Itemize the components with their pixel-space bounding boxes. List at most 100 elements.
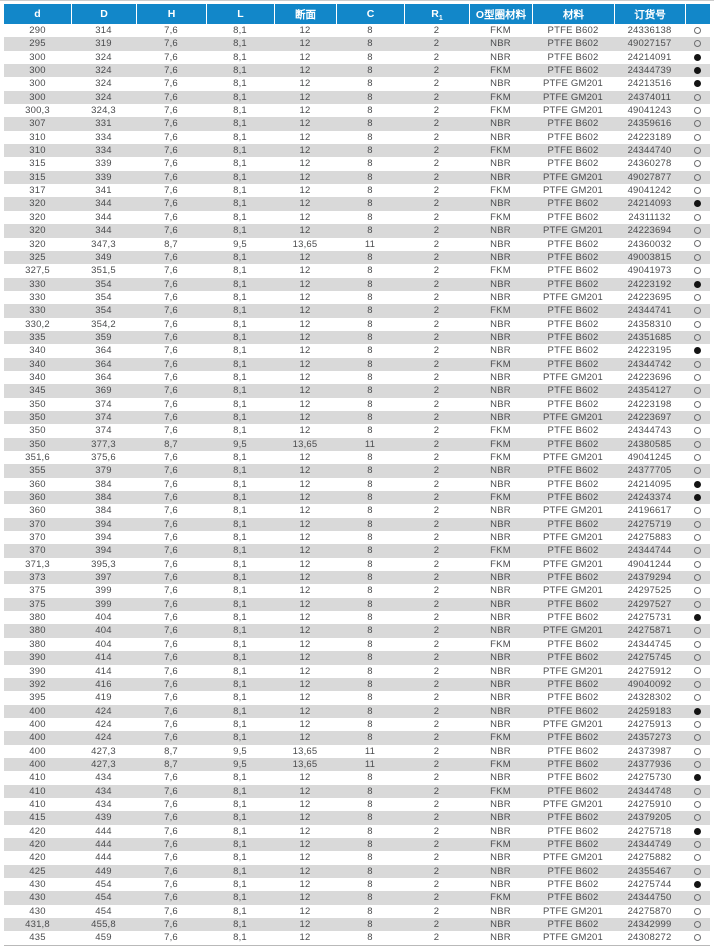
table-row: 340 364 7,6 8,1 12 8 2 FKM PTFE B602 24344742 [4,357,710,371]
cell-D: 351,5 [91,265,116,277]
cell-H: 7,6 [164,198,178,210]
table-row: 410 434 7,6 8,1 12 8 2 NBR PTFE B602 24275730 [4,771,710,785]
cell-availability [685,611,710,624]
table-row: 435 459 7,6 8,1 12 8 2 NBR PTFE GM201 24308272 [4,931,710,945]
cell-C: 8 [367,411,373,423]
cell-d: 310 [29,131,46,143]
table-row: 420 444 7,6 8,1 12 8 2 NBR PTFE GM201 24275882 [4,851,710,865]
cell-D: 324 [95,65,112,77]
filled-circle-icon [694,614,701,622]
cell-section: 12 [299,478,311,490]
table-row: 400 424 7,6 8,1 12 8 2 NBR PTFE B602 24259183 [4,704,710,718]
table-row: 350 374 7,6 8,1 12 8 2 FKM PTFE B602 24344743 [4,424,710,438]
cell-C: 8 [367,798,373,810]
cell-section: 12 [299,358,311,370]
cell-D: 324 [95,51,112,63]
cell-material: PTFE B602 [547,692,599,704]
cell-L: 8,1 [233,905,247,917]
cell-d: 340 [29,358,46,370]
cell-R1: 2 [433,131,440,143]
cell-order-no: 24275871 [627,625,672,637]
cell-L: 8,1 [233,692,247,704]
cell-availability [685,358,710,371]
cell-C: 8 [367,692,373,704]
cell-D: 364 [95,358,112,370]
cell-d: 310 [29,145,46,157]
filled-circle-icon [694,347,701,355]
table-row: 400 424 7,6 8,1 12 8 2 NBR PTFE GM201 24275913 [4,717,710,732]
cell-C: 8 [367,345,373,357]
cell-H: 7,6 [164,585,178,597]
cell-D: 444 [95,838,112,850]
cell-H: 7,6 [164,278,178,290]
hollow-circle-icon [694,40,701,48]
cell-material: PTFE B602 [547,25,599,36]
hollow-circle-icon [694,387,701,395]
cell-section: 12 [299,465,311,477]
cell-C: 8 [367,932,373,944]
cell-D: 374 [95,398,112,410]
cell-oring-material: NBR [490,812,511,824]
cell-L: 8,1 [233,678,247,690]
cell-H: 7,6 [164,905,178,917]
filled-circle-icon [694,200,701,208]
cell-H: 7,6 [164,692,178,704]
cell-L: 8,1 [233,91,247,103]
cell-oring-material: NBR [490,745,511,757]
cell-H: 7,6 [164,772,178,784]
cell-section: 12 [299,385,311,397]
cell-material: PTFE B602 [547,438,599,450]
cell-d: 420 [29,838,46,850]
cell-oring-material: NBR [490,331,511,343]
cell-D: 349 [95,251,112,263]
cell-section: 12 [299,291,311,303]
table-row: 380 404 7,6 8,1 12 8 2 NBR PTFE GM201 24275871 [4,624,710,638]
cell-d: 340 [29,371,46,383]
filled-circle-icon [694,774,701,782]
cell-R1: 2 [433,732,440,744]
cell-section: 12 [299,572,311,584]
cell-H: 7,6 [164,545,178,557]
cell-D: 434 [95,798,112,810]
cell-availability [685,344,710,357]
hollow-circle-icon [694,680,701,688]
hollow-circle-icon [694,547,701,555]
cell-d: 320 [29,238,46,250]
cell-D: 331 [95,118,112,130]
cell-section: 12 [299,211,311,223]
cell-material: PTFE GM201 [542,171,604,183]
cell-section: 12 [299,545,311,557]
cell-L: 8,1 [233,345,247,357]
cell-d: 300 [29,78,46,90]
cell-H: 7,6 [164,65,178,77]
cell-material: PTFE B602 [547,879,599,890]
cell-L: 8,1 [233,51,247,63]
cell-R1: 2 [433,879,440,890]
cell-D: 341 [95,185,112,197]
cell-d: 335 [29,331,46,343]
cell-section: 12 [299,625,311,637]
cell-section: 12 [299,158,311,170]
cell-section: 12 [299,171,311,183]
cell-D: 374 [95,425,112,437]
cell-oring-material: FKM [490,265,511,277]
cell-L: 8,1 [233,532,247,544]
cell-C: 8 [367,598,373,610]
cell-material: PTFE GM201 [542,558,604,570]
cell-oring-material: FKM [490,638,511,650]
cell-material: PTFE GM201 [542,185,604,197]
cell-C: 11 [364,238,376,250]
cell-H: 7,6 [164,572,178,584]
cell-section: 12 [299,78,311,90]
cell-L: 8,1 [233,265,247,277]
cell-H: 7,6 [164,358,178,370]
cell-L: 8,1 [233,291,247,303]
cell-availability [685,438,710,451]
cell-C: 11 [364,758,376,770]
cell-availability [685,371,710,384]
cell-D: 416 [95,678,112,690]
cell-R1: 2 [433,825,440,837]
cell-d: 373 [29,572,46,584]
cell-d: 320 [29,225,46,237]
cell-oring-material: NBR [490,652,511,664]
